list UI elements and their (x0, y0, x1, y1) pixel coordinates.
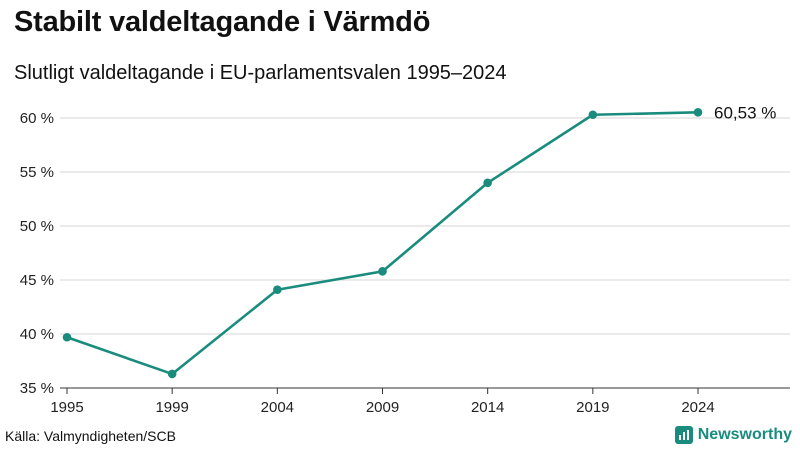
data-point-2014 (483, 178, 492, 188)
x-tick-label: 2019 (576, 399, 609, 416)
axes: 35 % 40 % 45 % 50 % 55 % 60 % 1995 1999 2004 2009… (20, 110, 790, 416)
source-note: Källa: Valmyndigheten/SCB (5, 428, 176, 444)
y-tick-label: 55 % (20, 164, 54, 181)
y-tick-label: 50 % (20, 218, 54, 235)
y-tick-label: 45 % (20, 272, 54, 289)
series-valdeltagande (62, 107, 703, 379)
y-tick-label: 35 % (20, 380, 54, 397)
x-tick-label: 2024 (681, 399, 714, 416)
data-point-2024 (693, 107, 703, 117)
data-point-2019 (588, 110, 598, 120)
y-tick-label: 40 % (20, 326, 54, 343)
x-tick-label: 2004 (261, 399, 294, 416)
data-point-1999 (167, 369, 177, 379)
labels: 60,53 % (714, 103, 776, 122)
x-tick-label: 1995 (50, 399, 83, 416)
end-value-label: 60,53 % (714, 103, 776, 122)
x-tick-label: 2014 (471, 399, 504, 416)
x-tick-label: 1999 (155, 399, 188, 416)
series-line (66, 110, 699, 376)
brand-logo: Newsworthy (674, 426, 792, 444)
data-point-1995 (62, 332, 72, 342)
data-point-2004 (273, 285, 282, 295)
newsworthy-logo-icon (674, 426, 693, 444)
gridlines (60, 117, 790, 335)
x-tick-label: 2009 (366, 399, 399, 416)
brand-name: Newsworthy (697, 426, 792, 443)
chart-title: Stabilt valdeltagande i Värmdö (14, 6, 431, 38)
y-tick-label: 60 % (20, 110, 54, 127)
data-point-2009 (378, 267, 387, 276)
chart-subtitle: Slutligt valdeltagande i EU-parlamentsva… (14, 62, 507, 84)
